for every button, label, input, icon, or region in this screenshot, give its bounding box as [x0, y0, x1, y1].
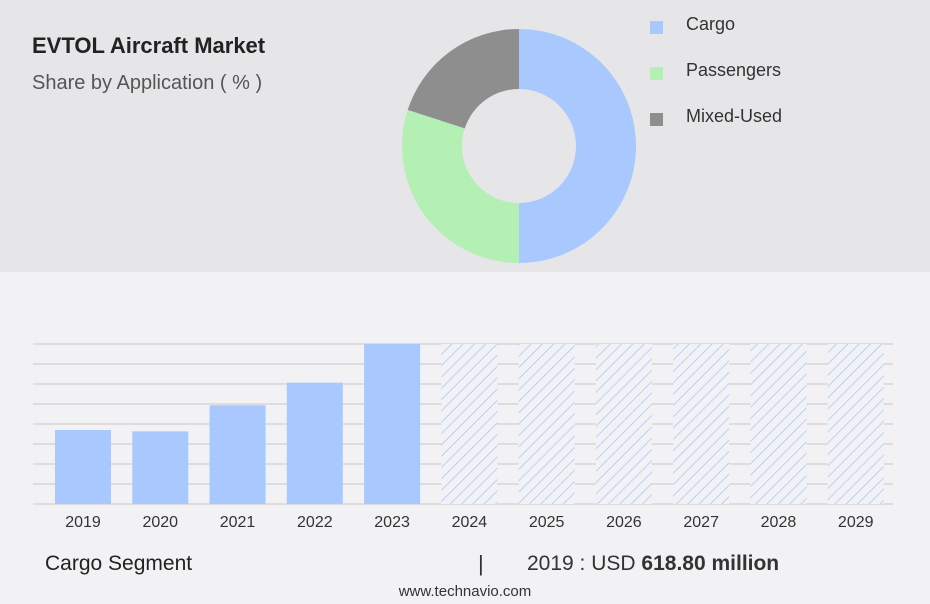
footer-value: 2019 : USD 618.80 million [527, 552, 779, 576]
forecast-bar-2027 [673, 344, 730, 504]
x-tick-label-2029: 2029 [838, 514, 874, 531]
legend-label-passengers: Passengers [686, 60, 782, 80]
legend-swatch-passengers [650, 67, 663, 80]
x-tick-label-2027: 2027 [683, 514, 719, 531]
legend-label-mixed-used: Mixed-Used [686, 106, 783, 126]
footer-segment-label: Cargo Segment [45, 552, 193, 575]
donut-slice-cargo [519, 29, 636, 263]
x-tick-label-2028: 2028 [761, 514, 797, 531]
footer-value-amount: 618.80 million [641, 552, 780, 575]
legend-label-cargo: Cargo [686, 14, 736, 34]
legend-swatch-mixed-used [650, 113, 663, 126]
forecast-bar-2026 [595, 344, 652, 504]
x-tick-label-2022: 2022 [297, 514, 333, 531]
x-tick-label-2025: 2025 [529, 514, 565, 531]
footer-value-prefix: 2019 : USD [527, 552, 636, 575]
x-tick-label-2026: 2026 [606, 514, 642, 531]
website-link[interactable]: www.technavio.com [398, 583, 532, 600]
x-tick-label-2024: 2024 [452, 514, 488, 531]
chart-subtitle: Share by Application ( % ) [32, 72, 263, 94]
bar-chart: 2019 2020 2021 2022 2023 2024 2025 2026 2027 2028… [33, 343, 893, 531]
footer-separator: | [478, 551, 484, 576]
bar-2023 [364, 344, 421, 504]
donut-chart [401, 29, 636, 264]
x-tick-label-2019: 2019 [65, 514, 101, 531]
bar-2022 [286, 382, 343, 504]
bar-2020 [132, 431, 189, 504]
forecast-bar-2028 [750, 344, 807, 504]
chart-title: EVTOL Aircraft Market [32, 33, 266, 58]
legend-swatch-cargo [650, 21, 663, 34]
bar-2019 [55, 429, 111, 504]
x-tick-label-2023: 2023 [374, 514, 410, 531]
donut-slice-passengers [401, 109, 519, 264]
x-tick-label-2020: 2020 [142, 514, 178, 531]
forecast-bar-2025 [518, 344, 575, 504]
forecast-bar-2029 [827, 344, 884, 504]
x-tick-label-2021: 2021 [220, 514, 256, 531]
forecast-bar-2024 [441, 344, 498, 504]
donut-slice-mixed-used [407, 29, 519, 129]
bar-2021 [209, 405, 266, 504]
